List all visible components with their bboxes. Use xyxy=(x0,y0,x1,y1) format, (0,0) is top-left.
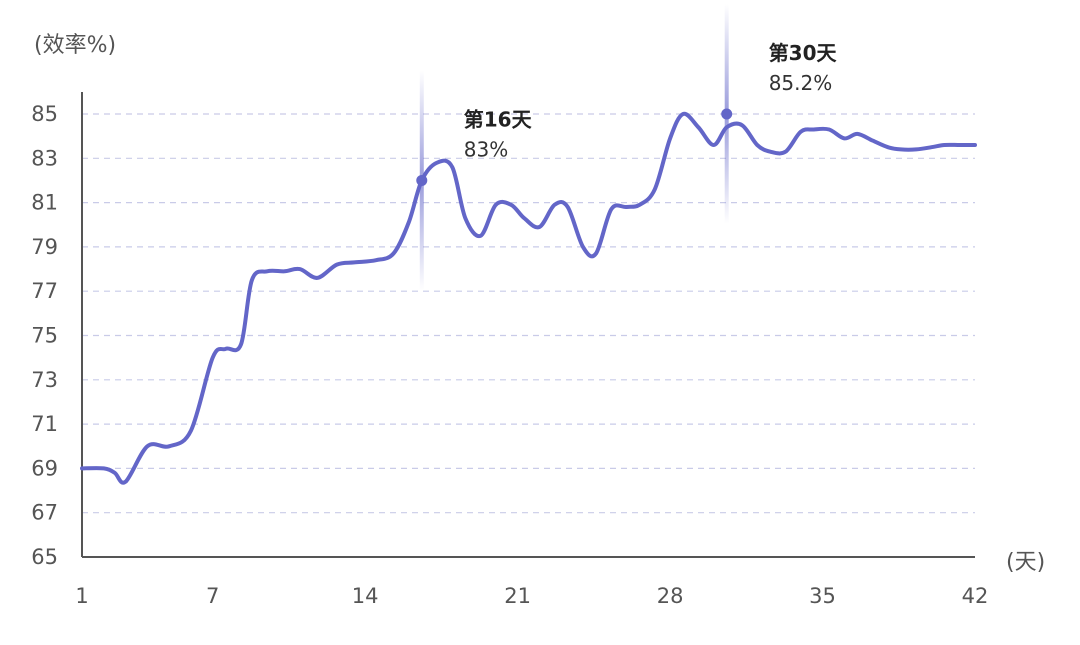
x-tick-label: 1 xyxy=(75,584,88,608)
annotation-title: 第30天 xyxy=(769,41,838,65)
y-tick-label: 75 xyxy=(31,324,58,348)
y-tick-label: 71 xyxy=(31,412,58,436)
annotation-value: 85.2% xyxy=(769,71,833,95)
annotation-layer: 第16天 83% 第30天 85.2% xyxy=(416,41,838,186)
grid-layer xyxy=(82,113,975,514)
y-tick-label: 69 xyxy=(31,456,58,480)
x-tick-label: 7 xyxy=(206,584,219,608)
x-tick-label: 21 xyxy=(504,584,531,608)
annotation-title: 第16天 xyxy=(464,107,533,131)
x-tick-label: 28 xyxy=(657,584,684,608)
y-tick-label: 85 xyxy=(31,102,58,126)
y-tick-label: 83 xyxy=(31,146,58,170)
y-tick-label: 67 xyxy=(31,501,58,525)
y-tick-label: 73 xyxy=(31,368,58,392)
y-tick-label: 65 xyxy=(31,545,58,569)
x-tick-label: 42 xyxy=(962,584,989,608)
y-tick-label: 77 xyxy=(31,279,58,303)
y-axis-label: (效率%) xyxy=(34,33,116,58)
x-tick-label: 14 xyxy=(352,584,379,608)
x-tick-label: 35 xyxy=(809,584,836,608)
annotation-marker xyxy=(721,108,733,120)
annotation-marker xyxy=(416,174,428,186)
x-tick-labels: 1 7 14 21 28 35 42 xyxy=(75,584,988,608)
series-line-efficiency xyxy=(80,111,977,485)
y-tick-labels: 65 67 69 71 73 75 77 79 81 83 85 xyxy=(31,102,58,569)
y-tick-label: 81 xyxy=(31,191,58,215)
y-tick-label: 79 xyxy=(31,235,58,259)
annotation-value: 83% xyxy=(464,137,508,161)
x-axis-label: (天) xyxy=(1006,550,1045,575)
